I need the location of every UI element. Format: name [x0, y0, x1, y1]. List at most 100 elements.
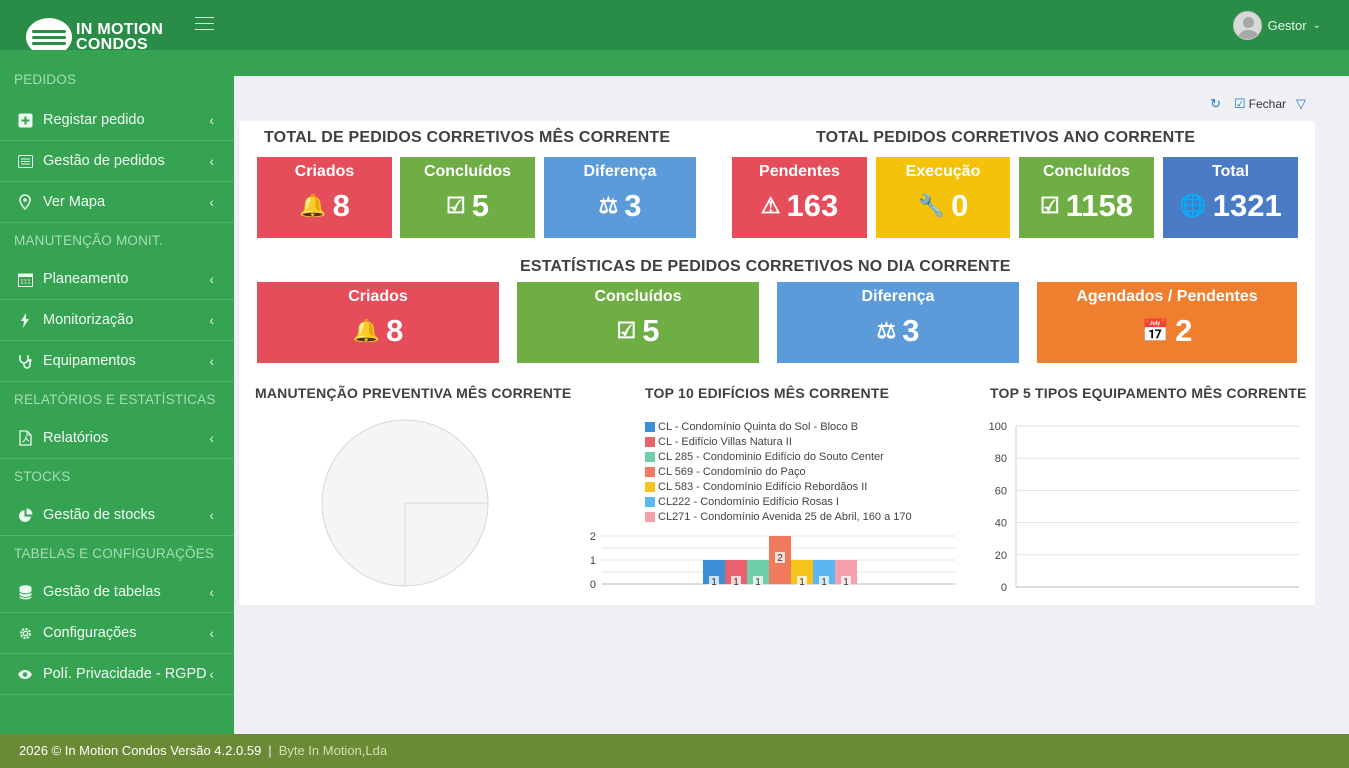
chevron-left-icon: ‹: [209, 666, 214, 682]
check-square-icon: ☑: [1040, 193, 1060, 218]
sidebar-item-registar-pedido[interactable]: Registar pedido ‹: [0, 100, 234, 141]
equipment-chart-title: TOP 5 TIPOS EQUIPAMENTO MÊS CORRENTE: [990, 385, 1307, 401]
footer: 2026 © In Motion Condos Versão 4.2.0.59 |…: [0, 734, 1349, 768]
legend-item[interactable]: CL 285 - Condominio Edifício do Souto Ce…: [645, 449, 912, 464]
y-tick-label: 60: [995, 485, 1007, 497]
chevron-left-icon: ‹: [209, 312, 214, 328]
sidebar-section-manutencao: MANUTENÇÃO MONIT.: [14, 233, 163, 248]
data-label-bg: [709, 576, 719, 587]
preventive-pie-chart: [321, 419, 489, 587]
card-value: 2: [1175, 313, 1193, 348]
map-pin-icon: [17, 194, 33, 210]
sidebar-section-relatorios: RELATÓRIOS E ESTATÍSTICAS: [14, 392, 216, 407]
sidebar-item-equipamentos[interactable]: Equipamentos ‹: [0, 341, 234, 382]
logo-mark-icon: [26, 18, 72, 56]
data-label-bg: [753, 576, 763, 587]
minimize-button[interactable]: ▽: [1296, 96, 1309, 112]
brand-line1-b: MOTION: [97, 21, 164, 38]
pie-chart-icon: [17, 507, 33, 523]
data-label: 1: [843, 577, 849, 588]
edit-checkbox-icon: ☑: [1233, 96, 1246, 111]
brand-line1: IN MOTION: [76, 21, 164, 38]
y-tick-label: 80: [995, 453, 1007, 465]
sidebar: PEDIDOS Registar pedido ‹ Gestão de pedi…: [0, 50, 234, 734]
legend-item[interactable]: CL - Condomínio Quinta do Sol - Bloco B: [645, 419, 912, 434]
close-button[interactable]: ☑ Fechar: [1234, 96, 1286, 112]
brand-logo[interactable]: IN MOTION CONDOS: [26, 18, 163, 56]
buildings-bar-chart: 0 1 2 1 1 1 2 1 1 1: [590, 531, 955, 591]
balance-scale-icon: ⚖: [876, 318, 897, 343]
legend-item[interactable]: CL 569 - Condomínio do Paço: [645, 464, 912, 479]
refresh-button[interactable]: ↻: [1210, 96, 1224, 112]
sidebar-item-gestao-tabelas[interactable]: Gestão de tabelas ‹: [0, 572, 234, 613]
legend-item[interactable]: CL271 - Condomínio Avenida 25 de Abril, …: [645, 509, 912, 524]
data-label: 1: [799, 577, 805, 588]
y-tick-label: 100: [989, 421, 1007, 433]
year-pending-card: Pendentes ⚠ 163: [732, 157, 867, 238]
legend-item[interactable]: CL222 - Condomínio Edifício Rosas I: [645, 494, 912, 509]
chevron-left-icon: ‹: [209, 194, 214, 210]
card-label: Execução: [905, 163, 981, 180]
legend-swatch: [645, 451, 655, 462]
bar[interactable]: [747, 560, 769, 584]
footer-copyright: 2026 © In Motion Condos Versão 4.2.0.59: [19, 743, 262, 758]
sidebar-section-stocks: STOCKS: [14, 469, 71, 484]
sidebar-item-configuracoes[interactable]: Configurações ‹: [0, 613, 234, 654]
bar[interactable]: [813, 560, 835, 584]
card-label: Diferença: [583, 163, 657, 180]
sidebar-item-label: Ver Mapa: [43, 194, 106, 210]
legend-label: CL - Condomínio Quinta do Sol - Bloco B: [658, 420, 859, 433]
sidebar-item-ver-mapa[interactable]: Ver Mapa ‹: [0, 182, 234, 223]
sidebar-item-privacidade[interactable]: Polí. Privacidade - RGPD ‹: [0, 654, 234, 695]
panel-toolbar: ↻ ☑ Fechar ▽: [1200, 96, 1309, 112]
card-value: 3: [902, 313, 920, 348]
day-difference-card: Diferença ⚖ 3: [777, 282, 1019, 363]
calendar-icon: 📅: [1141, 318, 1170, 343]
sidebar-item-monitorizacao[interactable]: Monitorização ‹: [0, 300, 234, 341]
year-title: TOTAL PEDIDOS CORRETIVOS ANO CORRENTE: [816, 129, 1196, 146]
data-label: 1: [821, 577, 827, 588]
year-execution-card: Execução 🔧 0: [876, 157, 1010, 238]
data-label-bg: [797, 576, 807, 587]
card-label: Pendentes: [759, 163, 840, 180]
sidebar-section-tabelas: TABELAS E CONFIGURAÇÕES: [14, 546, 215, 561]
y-tick-label: 40: [995, 518, 1007, 530]
card-value: 5: [471, 188, 489, 223]
user-menu[interactable]: Gestor ⌄: [1232, 11, 1321, 40]
legend-item[interactable]: CL - Edifício Villas Natura II: [645, 434, 912, 449]
bar[interactable]: [791, 560, 813, 584]
legend-label: CL - Edifício Villas Natura II: [658, 435, 792, 448]
sidebar-item-gestao-stocks[interactable]: Gestão de stocks ‹: [0, 495, 234, 536]
chevron-left-icon: ‹: [209, 625, 214, 641]
sidebar-item-label: Gestão de pedidos: [43, 153, 165, 169]
card-label: Concluídos: [594, 288, 682, 305]
sidebar-item-label: Configurações: [43, 625, 137, 641]
legend-item[interactable]: CL 583 - Condomínio Edifício Rebordãos I…: [645, 479, 912, 494]
card-value: 1321: [1212, 188, 1282, 223]
y-tick-label: 0: [1001, 582, 1007, 593]
sidebar-item-label: Gestão de stocks: [43, 507, 156, 523]
year-completed-card: Concluídos ☑ 1158: [1019, 157, 1154, 238]
month-difference-card: Diferença ⚖ 3: [544, 157, 696, 238]
sidebar-item-gestao-pedidos[interactable]: Gestão de pedidos ‹: [0, 141, 234, 182]
data-label: 1: [711, 577, 717, 588]
chevron-left-icon: ‹: [209, 271, 214, 287]
bar[interactable]: [703, 560, 725, 584]
card-value: 3: [624, 188, 642, 223]
legend-swatch: [645, 436, 655, 447]
sidebar-item-label: Equipamentos: [43, 353, 136, 369]
buildings-legend: CL - Condomínio Quinta do Sol - Bloco B C…: [645, 419, 912, 524]
bar[interactable]: [835, 560, 857, 584]
legend-label: CL 569 - Condomínio do Paço: [658, 465, 806, 478]
y-tick-label: 1: [590, 555, 596, 567]
card-label: Concluídos: [1042, 163, 1131, 180]
footer-company: Byte In Motion,Lda: [278, 743, 388, 758]
menu-toggle-icon[interactable]: [195, 17, 214, 31]
top-navbar: [0, 0, 1349, 50]
bar[interactable]: [725, 560, 747, 584]
sidebar-item-planeamento[interactable]: Planeamento ‹: [0, 259, 234, 300]
legend-swatch: [645, 466, 655, 477]
day-title: ESTATÍSTICAS DE PEDIDOS CORRETIVOS NO DI…: [520, 258, 1011, 275]
sidebar-item-relatorios[interactable]: Relatórios ‹: [0, 418, 234, 459]
brand-line1-a: IN: [76, 21, 98, 38]
